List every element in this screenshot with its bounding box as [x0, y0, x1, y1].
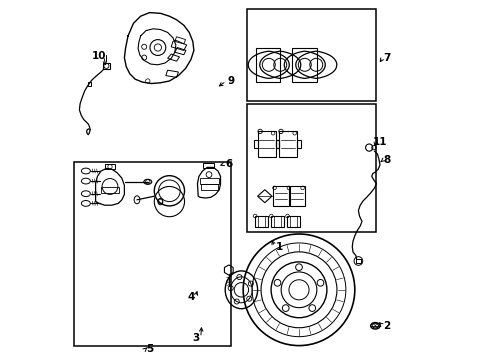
Bar: [247, 104, 376, 232]
Text: 5: 5: [146, 344, 153, 354]
Text: 1: 1: [275, 242, 283, 252]
Text: 11: 11: [373, 137, 387, 147]
Text: 8: 8: [384, 155, 391, 165]
Bar: [74, 162, 231, 346]
Text: 7: 7: [384, 53, 391, 63]
Text: 6: 6: [225, 159, 232, 169]
Text: 4: 4: [187, 292, 195, 302]
Text: 9: 9: [227, 76, 234, 86]
Bar: [247, 9, 376, 101]
Text: 2: 2: [384, 321, 391, 331]
Text: 3: 3: [193, 333, 200, 343]
Text: 10: 10: [92, 51, 106, 61]
